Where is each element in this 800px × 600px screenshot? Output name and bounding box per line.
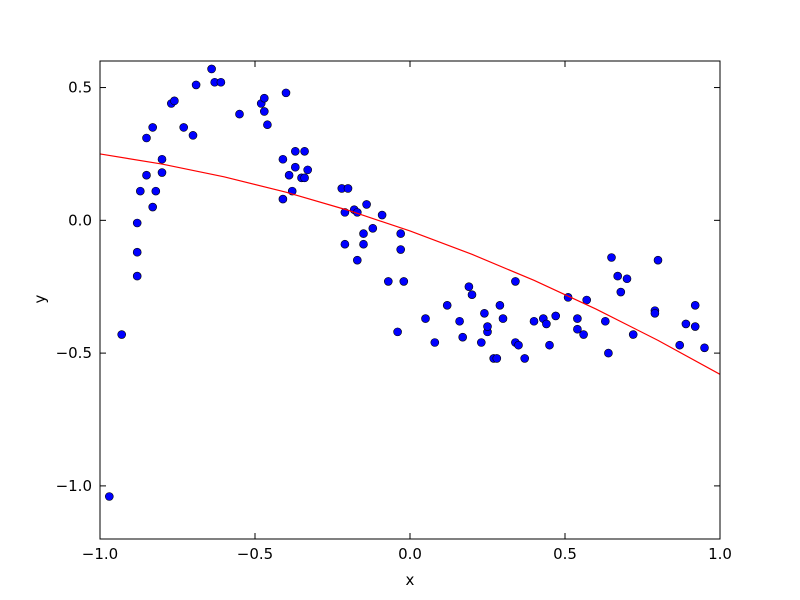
data-point — [396, 229, 406, 238]
data-point — [542, 319, 551, 329]
x-axis-label: x — [406, 571, 415, 589]
data-point — [430, 338, 440, 347]
x-tick-label: 0.5 — [553, 545, 577, 563]
data-point — [690, 322, 700, 331]
data-point — [259, 93, 269, 103]
data-point — [551, 311, 561, 321]
data-point — [579, 330, 588, 339]
x-tick-label: −1.0 — [82, 545, 118, 563]
data-point — [393, 327, 402, 337]
data-point — [340, 239, 350, 249]
data-point — [290, 146, 300, 156]
data-point — [352, 255, 362, 265]
data-point — [278, 154, 288, 164]
data-point — [573, 324, 582, 334]
data-point — [573, 314, 582, 323]
data-point — [628, 330, 638, 339]
data-point — [151, 186, 161, 196]
data-point — [284, 170, 294, 180]
data-point — [467, 290, 477, 299]
x-tick-label: 1.0 — [708, 545, 732, 563]
data-point — [529, 316, 539, 326]
data-point — [681, 319, 691, 329]
data-point — [132, 247, 142, 257]
data-point — [613, 271, 623, 281]
data-point — [170, 96, 179, 106]
data-point — [476, 338, 486, 347]
data-point — [582, 295, 592, 305]
data-point — [520, 354, 530, 363]
data-point — [495, 301, 505, 310]
data-point — [281, 88, 291, 98]
data-point — [675, 340, 685, 350]
data-point — [690, 301, 700, 310]
fit-line — [100, 153, 720, 375]
data-point — [117, 330, 126, 339]
data-point — [278, 194, 288, 204]
data-point — [259, 107, 269, 116]
data-point — [179, 123, 188, 132]
data-point — [142, 170, 151, 180]
data-point — [622, 274, 632, 284]
data-point — [263, 120, 272, 130]
data-point — [105, 492, 114, 501]
data-point — [399, 277, 409, 286]
data-point — [442, 301, 452, 310]
data-point — [383, 277, 393, 286]
data-point — [368, 224, 378, 233]
data-point — [132, 218, 142, 228]
data-point — [545, 340, 554, 350]
data-point — [235, 109, 244, 119]
data-point — [290, 162, 300, 172]
data-point — [700, 343, 709, 353]
data-point — [207, 64, 216, 74]
data-point — [188, 131, 198, 140]
data-point — [600, 316, 610, 326]
data-point — [514, 340, 523, 350]
y-tick-label: 0.0 — [68, 211, 92, 229]
data-point — [421, 314, 430, 323]
x-tick-label: −0.5 — [237, 545, 273, 563]
data-point — [604, 348, 613, 358]
data-point — [511, 277, 520, 286]
data-point — [653, 255, 663, 265]
data-point — [396, 245, 406, 254]
data-point — [303, 165, 313, 175]
data-point — [455, 316, 464, 326]
data-point — [498, 314, 508, 323]
data-point — [359, 229, 368, 238]
data-point — [142, 133, 151, 143]
x-tick-label: 0.0 — [398, 545, 422, 563]
data-point — [148, 202, 157, 212]
data-point — [458, 332, 468, 342]
data-point — [148, 123, 157, 132]
y-tick-label: −1.0 — [56, 477, 92, 495]
data-point — [157, 168, 167, 177]
data-point — [136, 186, 145, 196]
y-tick-label: 0.5 — [68, 79, 92, 97]
data-point — [464, 282, 474, 292]
data-point — [157, 154, 167, 164]
data-point — [616, 287, 626, 297]
data-point — [300, 146, 309, 156]
y-axis-label: y — [31, 294, 49, 303]
data-point — [300, 173, 309, 183]
data-point — [480, 308, 489, 318]
data-point — [343, 184, 353, 193]
data-point — [607, 253, 616, 262]
data-point — [216, 77, 226, 87]
data-point — [492, 354, 502, 363]
data-point — [132, 271, 142, 281]
data-point — [650, 308, 660, 318]
data-point — [483, 322, 492, 331]
data-point — [362, 200, 371, 209]
y-tick-label: −0.5 — [56, 344, 92, 362]
data-point — [359, 239, 368, 249]
data-point — [191, 80, 201, 90]
data-point — [377, 210, 387, 220]
